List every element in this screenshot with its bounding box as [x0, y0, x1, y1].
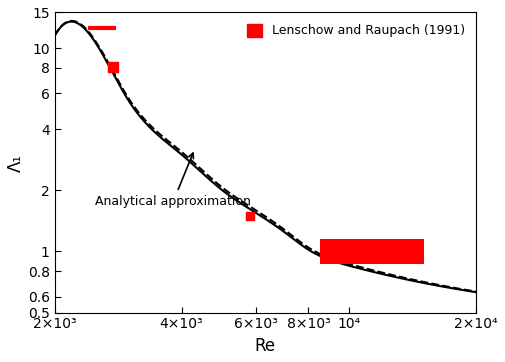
Legend: Lenschow and Raupach (1991): Lenschow and Raupach (1991) [242, 19, 470, 42]
Bar [320, 239, 424, 264]
Point [109, 64, 117, 70]
Text: Analytical approximation: Analytical approximation [95, 153, 251, 208]
Y-axis label: Λ₁: Λ₁ [7, 153, 25, 172]
X-axis label: Re: Re [255, 337, 276, 355]
Point [245, 213, 254, 219]
